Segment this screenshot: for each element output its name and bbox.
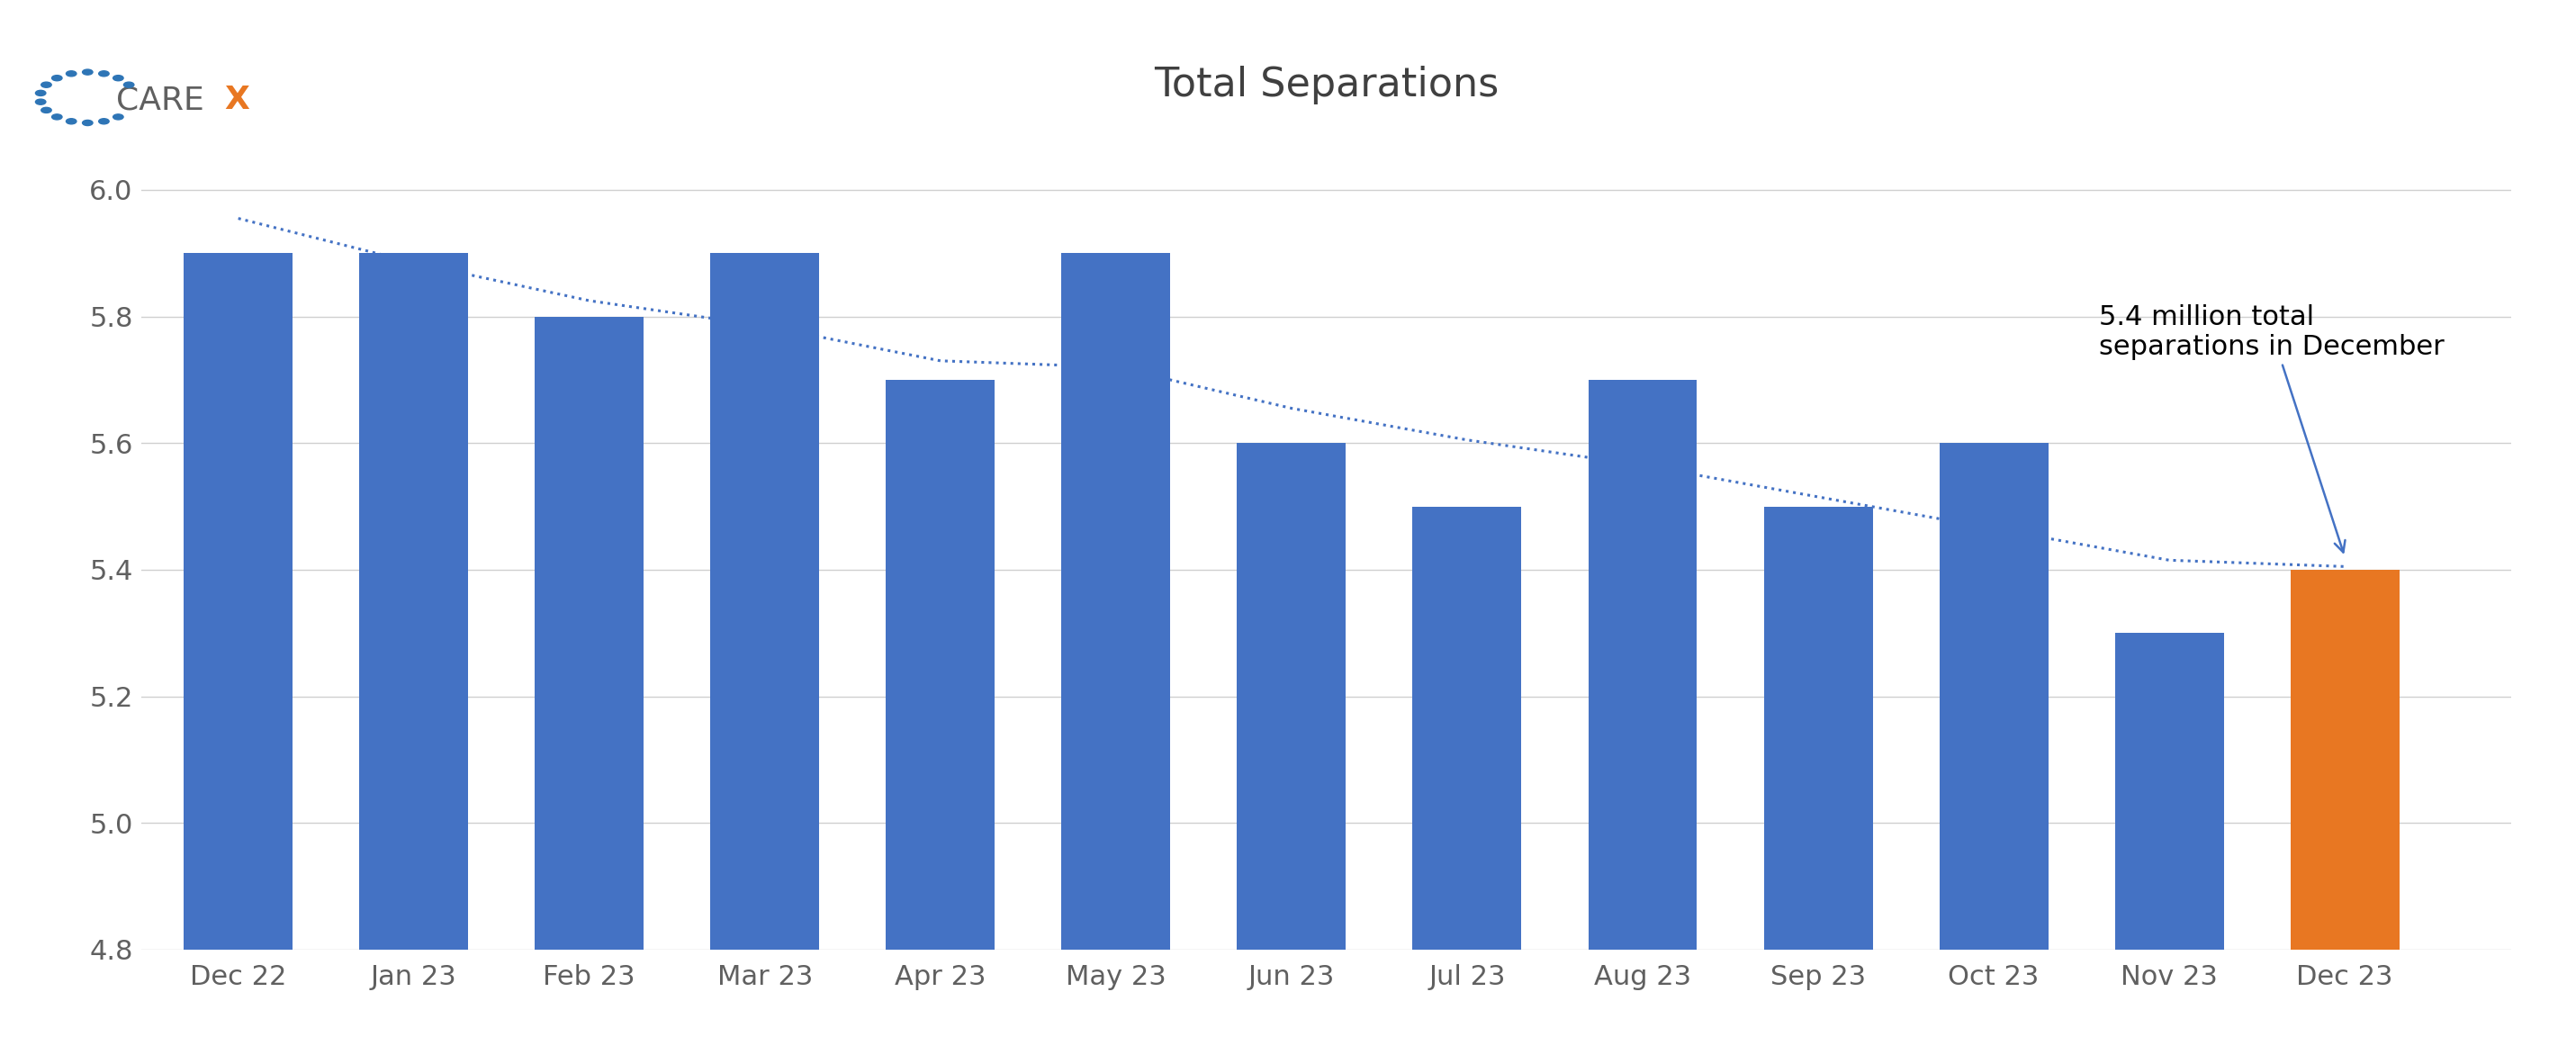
Bar bbox=[536, 316, 644, 1055]
Circle shape bbox=[98, 71, 108, 76]
Circle shape bbox=[52, 114, 62, 119]
Bar bbox=[2115, 633, 2223, 1055]
Circle shape bbox=[52, 75, 62, 81]
Bar bbox=[1940, 443, 2048, 1055]
Bar bbox=[1589, 380, 1698, 1055]
Circle shape bbox=[82, 70, 93, 75]
Bar bbox=[1765, 506, 1873, 1055]
Circle shape bbox=[67, 118, 77, 124]
Bar bbox=[1236, 443, 1345, 1055]
Circle shape bbox=[113, 114, 124, 119]
Title: Total Separations: Total Separations bbox=[1154, 66, 1499, 104]
Text: CARE: CARE bbox=[116, 84, 204, 116]
Circle shape bbox=[113, 75, 124, 81]
Circle shape bbox=[41, 82, 52, 88]
Bar bbox=[711, 253, 819, 1055]
Bar bbox=[2290, 570, 2398, 1055]
Bar bbox=[183, 253, 294, 1055]
Circle shape bbox=[98, 118, 108, 124]
Circle shape bbox=[82, 120, 93, 126]
Bar bbox=[1412, 506, 1522, 1055]
Bar bbox=[886, 380, 994, 1055]
Text: X: X bbox=[224, 84, 250, 116]
Circle shape bbox=[36, 99, 46, 104]
Circle shape bbox=[67, 71, 77, 76]
Bar bbox=[361, 253, 469, 1055]
Circle shape bbox=[41, 108, 52, 113]
Bar bbox=[1061, 253, 1170, 1055]
Circle shape bbox=[124, 82, 134, 88]
Circle shape bbox=[36, 91, 46, 96]
Text: 5.4 million total
separations in December: 5.4 million total separations in Decembe… bbox=[2099, 304, 2445, 552]
